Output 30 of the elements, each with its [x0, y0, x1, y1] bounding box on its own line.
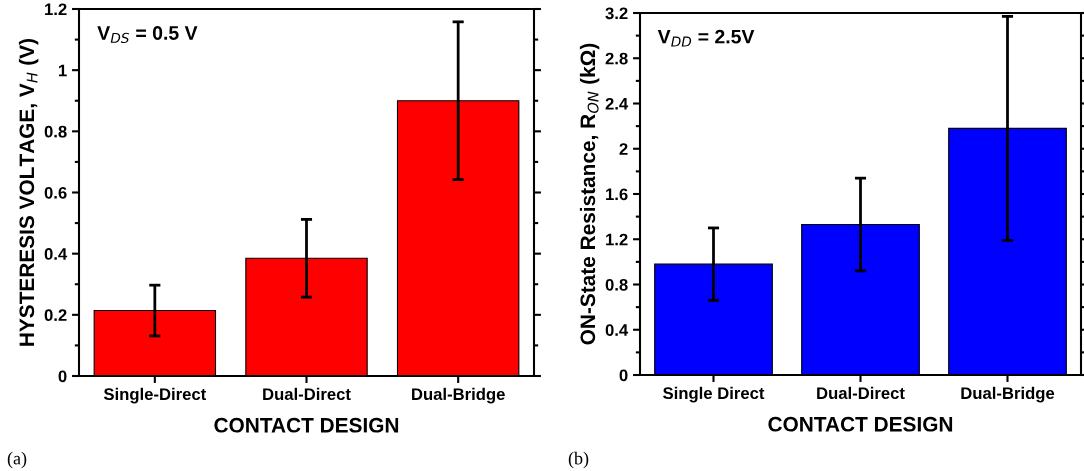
x-tick-label: Dual-Bridge [961, 386, 1055, 403]
y-tick-label: 2.4 [605, 97, 629, 110]
y-axis-title: ON-State Resistance, R$_{ON}$ (kΩ) [579, 43, 600, 345]
y-tick-label: 0.4 [605, 324, 629, 336]
y-tick-label: 0 [58, 370, 67, 383]
x-axis-title: CONTACT DESIGN [768, 416, 953, 432]
x-tick-label: Single Direct [663, 386, 765, 403]
y-tick-label: 1.2 [45, 3, 67, 16]
y-tick-label: 2 [619, 143, 628, 155]
annotation: V$_{DS}$ = 0.5 V [97, 26, 198, 44]
y-tick-label: 1.2 [606, 233, 628, 246]
y-tick-label: 0 [619, 369, 628, 382]
y-tick-label: 0.4 [44, 248, 68, 260]
x-axis-title: CONTACT DESIGN [214, 417, 399, 433]
y-tick-label: 1 [58, 64, 67, 77]
y-tick-label: 0.8 [44, 125, 67, 138]
x-tick-label: Dual-Direct [817, 386, 905, 400]
y-tick-label: 0.8 [605, 278, 628, 291]
text: (a) [7, 451, 27, 469]
x-tick-label: Dual-Bridge [412, 387, 505, 404]
annotation: V$_{DD}$ = 2.5V [657, 29, 755, 47]
text: (b) [568, 451, 589, 469]
y-tick-label: 0.6 [44, 186, 67, 199]
y-tick-label: 1.6 [606, 188, 628, 201]
y-tick-label: 0.2 [44, 309, 67, 322]
x-tick-label: Dual-Direct [263, 387, 351, 401]
y-tick-label: 2.8 [605, 52, 628, 65]
y-axis-title: HYSTERESIS VOLTAGE, V$_{H}$ (V) [18, 38, 39, 346]
x-tick-label: Single-Direct [103, 387, 207, 404]
y-tick-label: 3.2 [605, 7, 628, 20]
